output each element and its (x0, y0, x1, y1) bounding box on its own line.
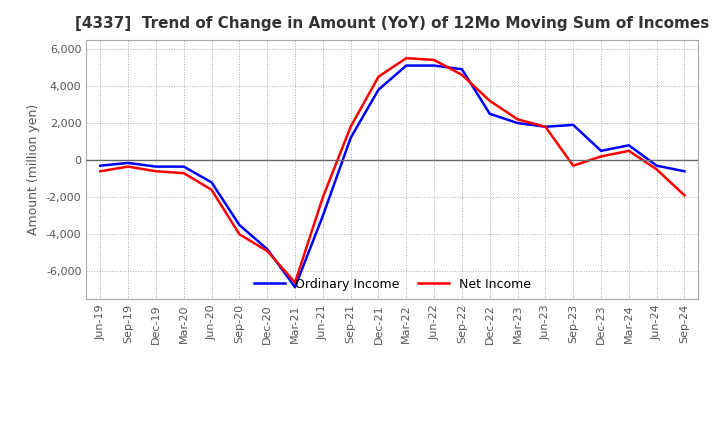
Net Income (458, 72, 467, 77)
Ordinary Income (124, 160, 132, 165)
Ordinary Income (541, 124, 550, 129)
Ordinary Income (374, 87, 383, 92)
Ordinary Income (346, 135, 355, 140)
Net Income (235, 231, 243, 237)
Net Income (207, 187, 216, 192)
Ordinary Income (179, 164, 188, 169)
Line: Ordinary Income: Ordinary Income (100, 66, 685, 287)
Ordinary Income (235, 222, 243, 227)
Net Income (124, 164, 132, 169)
Net Income (597, 154, 606, 159)
Ordinary Income (263, 246, 271, 252)
Ordinary Income (680, 169, 689, 174)
Net Income (569, 163, 577, 169)
Net Income (624, 148, 633, 154)
Ordinary Income (96, 163, 104, 169)
Net Income (652, 167, 661, 172)
Y-axis label: Amount (million yen): Amount (million yen) (27, 104, 40, 235)
Net Income (513, 117, 522, 122)
Ordinary Income (485, 111, 494, 117)
Net Income (541, 124, 550, 129)
Ordinary Income (624, 143, 633, 148)
Ordinary Income (652, 163, 661, 169)
Title: [4337]  Trend of Change in Amount (YoY) of 12Mo Moving Sum of Incomes: [4337] Trend of Change in Amount (YoY) o… (76, 16, 709, 32)
Net Income (374, 74, 383, 79)
Ordinary Income (513, 121, 522, 126)
Net Income (179, 170, 188, 176)
Ordinary Income (207, 180, 216, 185)
Ordinary Income (318, 213, 327, 218)
Legend: Ordinary Income, Net Income: Ordinary Income, Net Income (248, 272, 536, 296)
Net Income (96, 169, 104, 174)
Ordinary Income (430, 63, 438, 68)
Net Income (291, 280, 300, 285)
Net Income (263, 248, 271, 253)
Line: Net Income: Net Income (100, 58, 685, 282)
Ordinary Income (458, 66, 467, 72)
Net Income (346, 124, 355, 129)
Ordinary Income (402, 63, 410, 68)
Net Income (485, 98, 494, 103)
Ordinary Income (152, 164, 161, 169)
Net Income (430, 57, 438, 62)
Net Income (318, 194, 327, 200)
Ordinary Income (597, 148, 606, 154)
Ordinary Income (569, 122, 577, 128)
Net Income (680, 193, 689, 198)
Ordinary Income (291, 285, 300, 290)
Net Income (402, 55, 410, 61)
Net Income (152, 169, 161, 174)
